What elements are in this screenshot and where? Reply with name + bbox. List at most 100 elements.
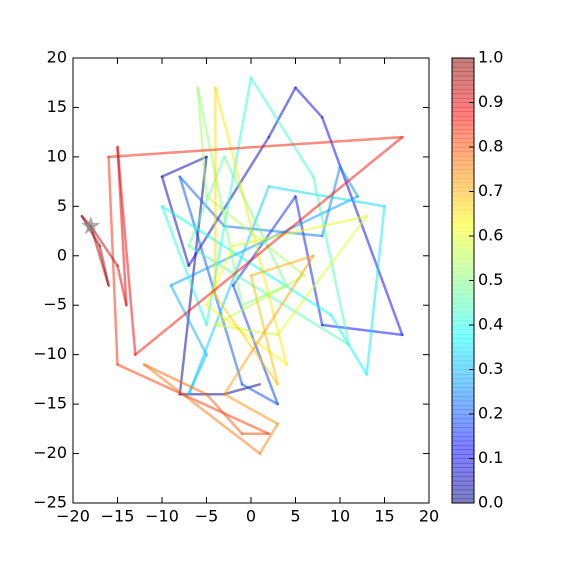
colorbar-band bbox=[452, 271, 474, 277]
colorbar-band bbox=[452, 84, 474, 90]
x-tick-label: 5 bbox=[290, 507, 300, 526]
colorbar-band bbox=[452, 102, 474, 108]
y-tick-label: 10 bbox=[47, 146, 67, 165]
colorbar-band bbox=[452, 311, 474, 317]
trajectory-segment bbox=[107, 135, 404, 159]
trajectory-segment bbox=[205, 303, 288, 366]
colorbar-band bbox=[452, 409, 474, 415]
colorbar-band bbox=[452, 209, 474, 215]
x-tick-label: −15 bbox=[101, 507, 135, 526]
colorbar-band bbox=[452, 387, 474, 393]
trajectory-segment bbox=[223, 254, 315, 396]
colorbar-band bbox=[452, 66, 474, 72]
trajectory-segment bbox=[249, 76, 315, 178]
trajectory-segment bbox=[267, 86, 297, 139]
colorbar-band bbox=[452, 436, 474, 442]
y-tick-label: 0 bbox=[57, 245, 67, 264]
colorbar-band bbox=[452, 267, 474, 273]
colorbar-band bbox=[452, 289, 474, 295]
y-tick-label: −20 bbox=[33, 443, 67, 462]
trajectory-segment bbox=[142, 363, 262, 455]
colorbar-band bbox=[452, 427, 474, 433]
colorbar-band bbox=[452, 155, 474, 161]
x-tick-label: 20 bbox=[419, 507, 439, 526]
colorbar-tick-label: 0.7 bbox=[478, 181, 503, 200]
trajectory-segment bbox=[178, 175, 244, 386]
colorbar-band bbox=[452, 195, 474, 201]
colorbar-band bbox=[452, 80, 474, 86]
colorbar-band bbox=[452, 173, 474, 179]
trajectory-segment bbox=[205, 195, 306, 277]
trajectory-segment bbox=[205, 244, 235, 307]
colorbar-band bbox=[452, 440, 474, 446]
colorbar-tick-label: 0.6 bbox=[478, 226, 503, 245]
trajectory-segment bbox=[240, 383, 279, 406]
colorbar-band bbox=[452, 307, 474, 313]
colorbar-band bbox=[452, 360, 474, 366]
colorbar-band bbox=[452, 284, 474, 290]
x-tick-label: 15 bbox=[374, 507, 394, 526]
trajectory-segment bbox=[214, 294, 279, 386]
colorbar-band bbox=[452, 485, 474, 491]
trajectory-segment bbox=[160, 155, 208, 178]
trajectory-segment bbox=[294, 86, 324, 119]
colorbar-band bbox=[452, 138, 474, 144]
colorbar-band bbox=[452, 200, 474, 206]
colorbar-band bbox=[452, 253, 474, 259]
colorbar-band bbox=[452, 222, 474, 228]
trajectory-segment bbox=[116, 363, 271, 436]
y-tick-label: 20 bbox=[47, 48, 67, 67]
colorbar-band bbox=[452, 111, 474, 117]
colorbar-band bbox=[452, 476, 474, 482]
colorbar-band bbox=[452, 325, 474, 330]
colorbar-band bbox=[452, 494, 474, 500]
colorbar-band bbox=[452, 236, 474, 241]
x-tick-label: 0 bbox=[246, 507, 256, 526]
colorbar-band bbox=[452, 227, 474, 233]
y-tick-label: 15 bbox=[47, 97, 67, 116]
colorbar-band bbox=[452, 142, 474, 148]
x-tick-label: −20 bbox=[56, 507, 90, 526]
colorbar-band bbox=[452, 204, 474, 210]
colorbar-band bbox=[452, 182, 474, 188]
colorbar-tick-label: 0.5 bbox=[478, 270, 503, 289]
colorbar-tick-label: 0.8 bbox=[478, 137, 503, 156]
trajectory-segment bbox=[214, 323, 279, 337]
colorbar-band bbox=[452, 467, 474, 473]
colorbar-tick-label: 0.1 bbox=[478, 448, 503, 467]
colorbar-band bbox=[452, 280, 474, 286]
colorbar-band bbox=[452, 342, 474, 348]
trajectory-segment bbox=[98, 244, 110, 287]
colorbar-band bbox=[452, 382, 474, 388]
trajectory-segment bbox=[116, 145, 128, 307]
trajectory-segment bbox=[196, 86, 244, 307]
trajectory-segment bbox=[214, 86, 288, 366]
colorbar-band bbox=[452, 458, 474, 464]
colorbar-band bbox=[452, 454, 474, 459]
colorbar-band bbox=[452, 400, 474, 406]
trajectory-segment bbox=[205, 76, 253, 327]
colorbar-band bbox=[452, 338, 474, 344]
colorbar-band bbox=[452, 164, 474, 170]
colorbar-band bbox=[452, 480, 474, 486]
colorbar-band bbox=[452, 414, 474, 419]
colorbar-band bbox=[452, 240, 474, 246]
trajectory-segment bbox=[187, 155, 226, 248]
colorbar-band bbox=[452, 489, 474, 495]
y-tick-label: −5 bbox=[43, 295, 67, 314]
trajectory-segment bbox=[365, 205, 386, 376]
colorbar-band bbox=[452, 133, 474, 139]
colorbar-band bbox=[452, 391, 474, 397]
y-tick-label: −15 bbox=[33, 394, 67, 413]
trajectory-segment bbox=[249, 254, 315, 277]
colorbar-band bbox=[452, 347, 474, 353]
trajectory-segment bbox=[223, 224, 324, 238]
colorbar-band bbox=[452, 396, 474, 402]
x-tick-label: 10 bbox=[330, 507, 350, 526]
y-tick-label: 5 bbox=[57, 196, 67, 215]
trajectory-segment bbox=[160, 205, 208, 327]
colorbar-band bbox=[452, 244, 474, 250]
colorbar-band bbox=[452, 169, 474, 175]
colorbar-band bbox=[452, 160, 474, 166]
trajectory-segment bbox=[320, 323, 404, 337]
